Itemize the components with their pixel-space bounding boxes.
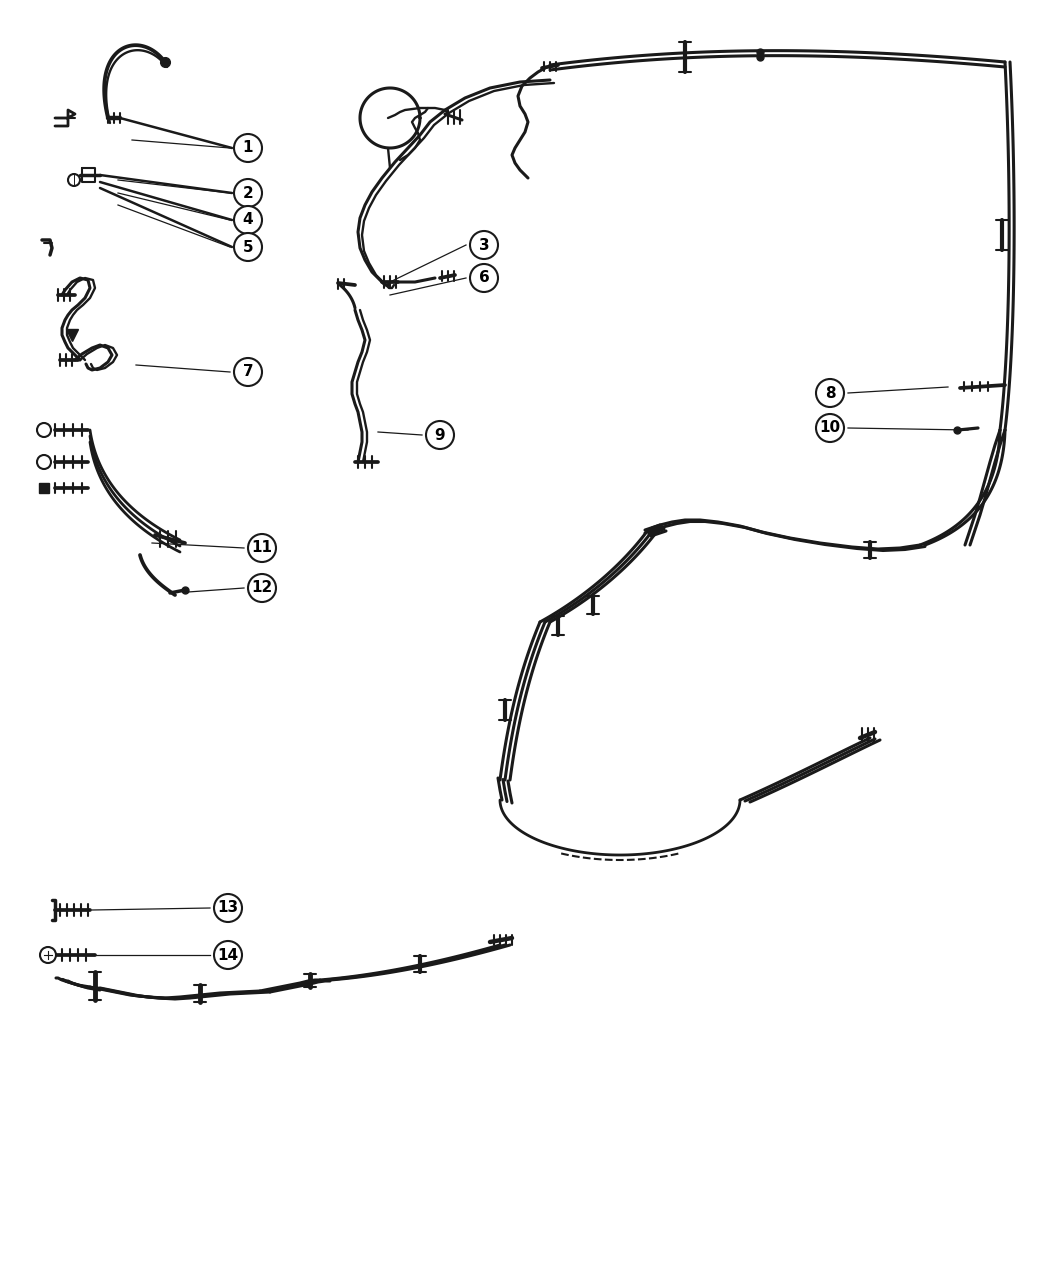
- Text: 12: 12: [251, 580, 273, 595]
- Circle shape: [40, 947, 56, 963]
- Text: 6: 6: [479, 270, 489, 286]
- Text: 10: 10: [819, 421, 841, 436]
- Circle shape: [234, 207, 262, 235]
- Text: 14: 14: [217, 947, 238, 963]
- Circle shape: [214, 894, 242, 922]
- Circle shape: [248, 574, 276, 602]
- Circle shape: [234, 134, 262, 162]
- Text: 11: 11: [252, 541, 273, 556]
- Circle shape: [470, 231, 498, 259]
- Text: 13: 13: [217, 900, 238, 915]
- Text: 1: 1: [243, 140, 253, 156]
- Circle shape: [248, 534, 276, 562]
- Circle shape: [234, 179, 262, 207]
- Circle shape: [816, 414, 844, 442]
- Circle shape: [37, 455, 51, 469]
- Circle shape: [234, 358, 262, 386]
- Circle shape: [470, 264, 498, 292]
- Text: 9: 9: [435, 427, 445, 442]
- Circle shape: [234, 233, 262, 261]
- Circle shape: [214, 941, 242, 969]
- Circle shape: [37, 423, 51, 437]
- Text: 5: 5: [243, 240, 253, 255]
- Circle shape: [816, 379, 844, 407]
- Text: 3: 3: [479, 237, 489, 252]
- Text: 4: 4: [243, 213, 253, 227]
- Text: 8: 8: [824, 385, 836, 400]
- Text: 2: 2: [243, 185, 253, 200]
- Text: 7: 7: [243, 365, 253, 380]
- Circle shape: [426, 421, 454, 449]
